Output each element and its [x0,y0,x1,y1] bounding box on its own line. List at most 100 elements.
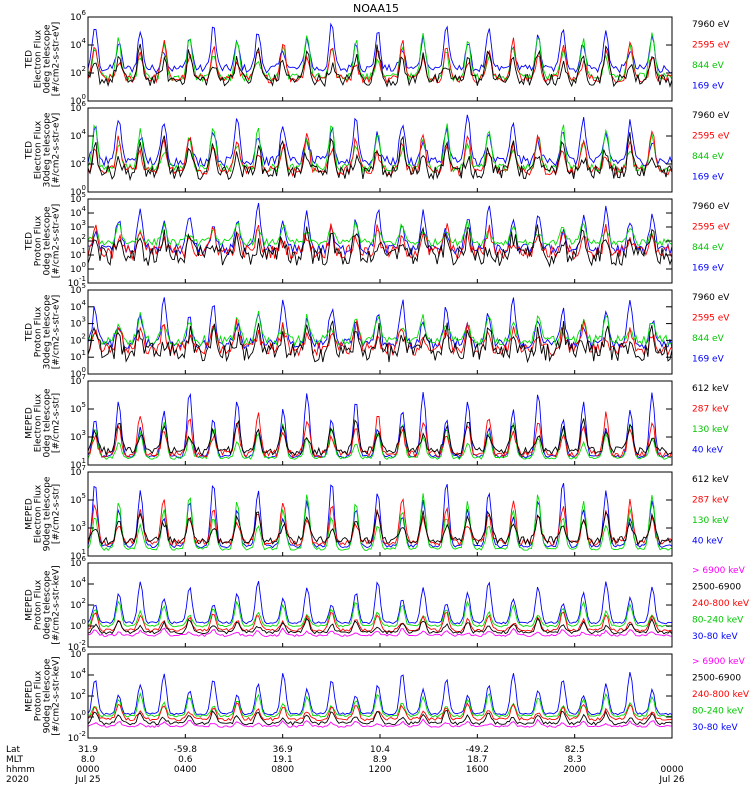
x-row-label-lat: Lat [6,745,21,755]
panel-8-legend-0: > 6900 keV [692,657,746,667]
panel-6-legend-0: 612 keV [692,475,729,485]
panel-4-ytick-label-2: 102 [70,332,86,346]
panel-3-ylabel: TEDProton Flux0deg telescope[#/cm2-s-str… [25,204,62,279]
panel-5-legend-1: 287 keV [692,404,729,414]
x-tick-lat-0: 31.9 [78,745,98,755]
x-tick-hhmm-0: 0000 [77,765,100,775]
panel-1-ytick-label-2: 104 [70,37,86,51]
panel-6-ytick-label-1: 103 [70,520,86,534]
panel-1-series-2595-ev [88,37,672,84]
panel-8-series-group [88,671,672,728]
panel-8-legend-1: 2500-6900 [692,673,741,683]
x-tick-lat-5: 82.5 [565,745,585,755]
panel-3-series-169-ev [88,202,672,257]
x-tick-mlt-2: 19.1 [273,755,293,765]
panel-7-ytick-label-1: 100 [70,618,86,632]
panel-2-legend-2: 844 eV [692,152,725,162]
panel-8-series-80-240-kev [88,691,672,718]
panel-2-series-844-ev [88,123,672,174]
panel-2-legend-1: 2595 eV [692,131,730,141]
panel-1-series-group [88,22,672,88]
panel-4-ytick-label-1: 101 [70,349,86,363]
panel-1-ytick-label-3: 106 [70,9,86,23]
panel-4-series-844-ev [88,310,672,347]
panel-4-legend-0: 7960 eV [692,293,730,303]
panel-7-ytick-label-4: 106 [70,555,86,569]
panel-7-series-240-800-kev [88,611,672,633]
panel-6-ytick-label-2: 105 [70,492,86,506]
panel-4-ytick-label-0: 100 [70,366,86,380]
panel-7-legend-3: 80-240 keV [692,615,744,625]
x-tick-hhmm-1: 0400 [174,765,197,775]
panel-5-ylabel: MEPEDElectron Flux0deg telescope[#/cm2-s… [25,388,62,458]
panel-6-ylabel: MEPEDElectron Flux90deg telescope[#/cm2-… [25,476,62,551]
panel-5-ytick-label-3: 107 [70,373,86,387]
panel-5-legend-0: 612 keV [692,384,729,394]
panel-3-ytick-label-0: 10-1 [68,275,86,289]
panel-4-ytick-label-4: 104 [70,299,86,313]
panel-3-ytick-label-4: 103 [70,219,86,233]
panel-7-series--6900-kev [88,627,672,638]
x-tick-lat-1: -59.8 [174,745,198,755]
panel-8-legend-3: 80-240 keV [692,706,744,716]
panel-5-legend-2: 130 keV [692,425,729,435]
panel-5-series-group [88,391,672,461]
panel-2-series-2595-ev [88,130,672,178]
panel-1-series-169-ev [88,22,672,74]
panel-2-legend-0: 7960 eV [692,111,730,121]
x-tick-hhmm-4: 1600 [466,765,489,775]
panel-8-legend-2: 240-800 keV [692,690,750,700]
panel-2-ytick-label-1: 102 [70,156,86,170]
panel-4-series-7960-ev [88,320,672,364]
panel-1-legend-1: 2595 eV [692,40,730,50]
panel-7-ytick-label-2: 102 [70,597,86,611]
x-tick-lat-3: 10.4 [370,745,390,755]
panel-2-ylabel: TEDElectron Flux30deg telescope[#/cm2-s-… [25,112,62,187]
panel-8-series-30-80-kev [88,671,672,716]
panel-4-ylabel: TEDProton Flux30deg telescope[#/cm2-s-st… [25,294,62,369]
panel-6-ytick-label-0: 101 [70,548,86,562]
panel-6-series-612-kev [88,510,672,546]
panel-7-ytick-label-3: 104 [70,576,86,590]
x-row-label-hhmm: hhmm [6,765,35,775]
panel-7-series-80-240-kev [88,600,672,628]
panel-2-ytick-label-3: 106 [70,100,86,114]
panel-4-legend-3: 169 eV [692,354,725,364]
panel-3-legend-3: 169 eV [692,263,725,273]
panel-1-ytick-label-1: 102 [70,65,86,79]
panel-8-ytick-label-2: 102 [70,688,86,702]
x-tick-mlt-4: 18.7 [467,755,487,765]
x-tick-mlt-5: 8.3 [568,755,582,765]
panel-3-ytick-label-6: 105 [70,191,86,205]
panel-6-series-40-kev [88,483,672,549]
x-tick-mlt-3: 8.9 [373,755,388,765]
panel-8-series-2500-6900 [88,709,672,726]
x-tick-lat-4: -49.2 [466,745,489,755]
panel-3-legend-0: 7960 eV [692,202,730,212]
panel-2-series-7960-ev [88,132,672,182]
panel-5-series-612-kev [88,418,672,457]
panel-6-legend-2: 130 keV [692,516,729,526]
panel-5-ytick-label-2: 105 [70,401,86,415]
panel-8-ylabel: MEPEDProton Flux90deg telescope[#/cm2-s-… [25,656,62,735]
panel-5-series-130-kev [88,421,672,461]
x-tick-hhmm-5: 2000 [563,765,586,775]
x-row-label-mlt: MLT [6,755,24,765]
panel-3-ytick-label-3: 102 [70,233,86,247]
panel-1-series-7960-ev [88,43,672,88]
x-tick-lat-2: 36.9 [273,745,293,755]
x-tick-hhmm-6: 0000 [661,765,684,775]
panel-3-ytick-label-2: 101 [70,247,86,261]
panel-1-legend-3: 169 eV [692,81,725,91]
panel-1-legend-2: 844 eV [692,61,725,71]
panel-4-series-group [88,297,672,364]
panel-6-ytick-label-3: 107 [70,464,86,478]
panel-7-legend-1: 2500-6900 [692,582,741,592]
panel-3-legend-2: 844 eV [692,243,725,253]
panel-1-ytick-label-0: 100 [70,93,86,107]
panel-4-legend-2: 844 eV [692,334,725,344]
panel-3-series-group [88,202,672,268]
panel-7-legend-4: 30-80 keV [692,632,738,642]
x-start-date: Jul 25 [74,775,100,785]
panel-6-legend-1: 287 keV [692,495,729,505]
